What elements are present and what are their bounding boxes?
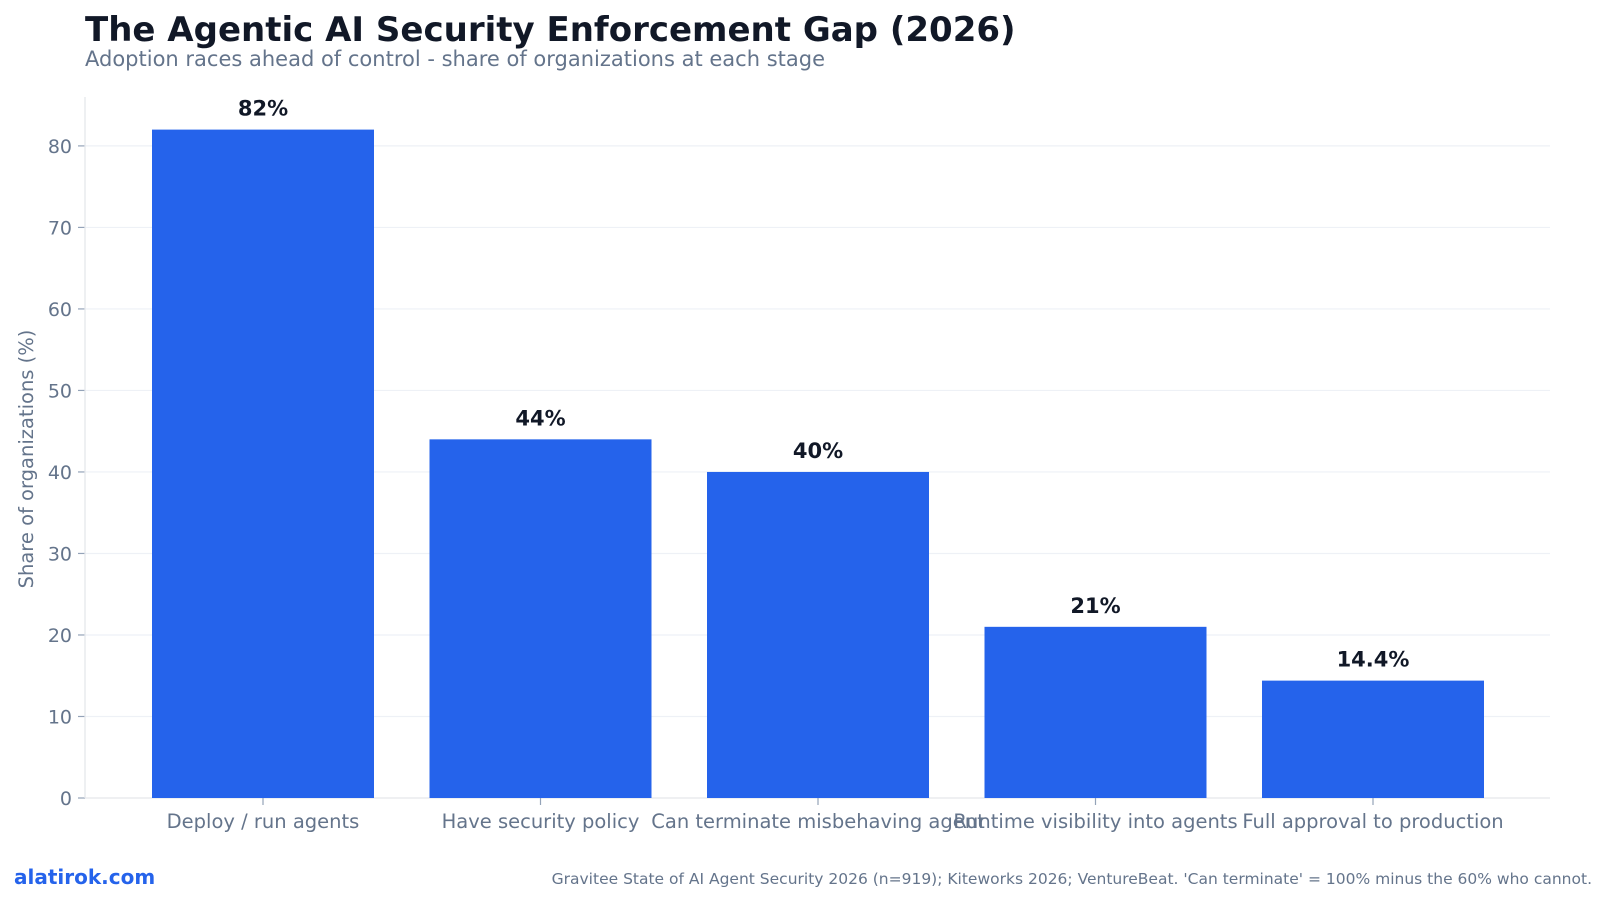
chart-title: The Agentic AI Security Enforcement Gap …: [85, 10, 1016, 50]
y-tick-label: 60: [48, 299, 72, 321]
bars: [152, 129, 1484, 799]
y-tick-label: 10: [48, 706, 72, 728]
x-tick-label-2: Have security policy: [442, 810, 640, 833]
bar-5: [1262, 680, 1484, 798]
tick-labels: 0 10 20 30 40 50 60 70 80 Deploy / run agents Have…: [48, 136, 1504, 833]
y-tick-label: 80: [48, 136, 72, 158]
y-tick-label: 50: [48, 380, 72, 402]
bar-1: [152, 129, 374, 799]
bar-3: [707, 471, 929, 798]
x-tick-label-4: Runtime visibility into agents: [953, 810, 1237, 833]
data-label-4: 21%: [1070, 594, 1120, 618]
data-label-1: 82%: [238, 97, 288, 121]
data-label-5: 14.4%: [1337, 648, 1410, 672]
bar-2: [429, 439, 652, 798]
chart-subtitle: Adoption races ahead of control - share …: [85, 47, 825, 71]
data-label-3: 40%: [793, 439, 843, 463]
y-tick-label: 70: [48, 217, 72, 239]
y-axis-label: Share of organizations (%): [15, 330, 38, 589]
data-label-2: 44%: [515, 406, 565, 430]
bar-4: [984, 626, 1207, 798]
y-tick-label: 20: [48, 625, 72, 647]
x-tick-label-1: Deploy / run agents: [167, 810, 360, 833]
brand-link[interactable]: alatirok.com: [14, 865, 155, 889]
y-tick-label: 0: [60, 788, 72, 810]
data-labels: 82% 44% 40% 21% 14.4%: [238, 97, 1410, 672]
y-tick-label: 40: [48, 462, 72, 484]
source-note: Gravitee State of AI Agent Security 2026…: [552, 870, 1592, 888]
x-tick-label-5: Full approval to production: [1242, 810, 1503, 833]
x-tick-label-3: Can terminate misbehaving agent: [651, 810, 985, 833]
y-tick-label: 30: [48, 543, 72, 565]
